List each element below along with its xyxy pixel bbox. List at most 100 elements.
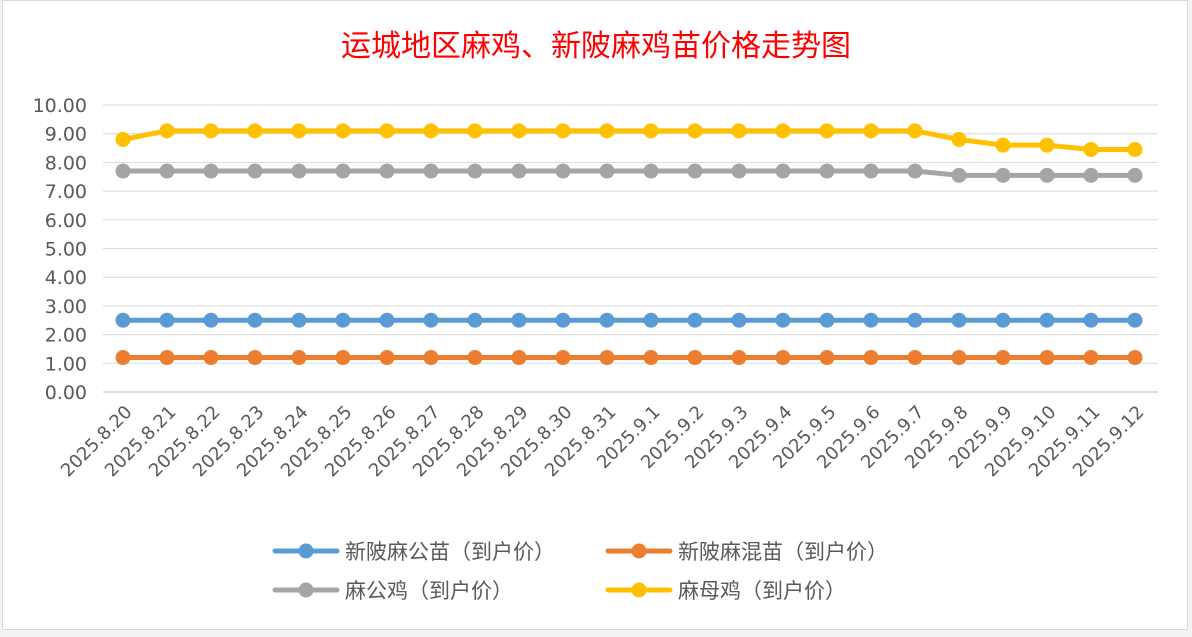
data-point[interactable] (511, 350, 527, 366)
data-point[interactable] (115, 131, 131, 147)
data-point[interactable] (731, 312, 747, 328)
data-point[interactable] (115, 163, 131, 179)
data-point[interactable] (599, 123, 615, 139)
data-point[interactable] (1039, 137, 1055, 153)
data-point[interactable] (335, 163, 351, 179)
data-point[interactable] (819, 163, 835, 179)
data-point[interactable] (775, 312, 791, 328)
data-point[interactable] (1083, 167, 1099, 183)
data-point[interactable] (159, 312, 175, 328)
data-point[interactable] (379, 312, 395, 328)
data-point[interactable] (731, 123, 747, 139)
data-point[interactable] (159, 123, 175, 139)
data-point[interactable] (951, 350, 967, 366)
data-point[interactable] (511, 123, 527, 139)
data-point[interactable] (115, 312, 131, 328)
data-point[interactable] (951, 167, 967, 183)
data-point[interactable] (203, 123, 219, 139)
data-point[interactable] (291, 350, 307, 366)
data-point[interactable] (907, 163, 923, 179)
data-point[interactable] (1127, 350, 1143, 366)
data-point[interactable] (203, 350, 219, 366)
legend-item[interactable]: 麻母鸡（到户价） (605, 579, 846, 603)
data-point[interactable] (1083, 141, 1099, 157)
data-point[interactable] (247, 123, 263, 139)
data-point[interactable] (555, 350, 571, 366)
data-point[interactable] (907, 350, 923, 366)
data-point[interactable] (863, 312, 879, 328)
data-point[interactable] (599, 163, 615, 179)
data-point[interactable] (995, 312, 1011, 328)
data-point[interactable] (731, 163, 747, 179)
data-point[interactable] (687, 350, 703, 366)
data-point[interactable] (555, 123, 571, 139)
data-point[interactable] (775, 163, 791, 179)
data-point[interactable] (643, 312, 659, 328)
data-point[interactable] (159, 350, 175, 366)
data-point[interactable] (863, 163, 879, 179)
data-point[interactable] (951, 312, 967, 328)
data-point[interactable] (379, 123, 395, 139)
data-point[interactable] (819, 350, 835, 366)
data-point[interactable] (423, 123, 439, 139)
legend-item[interactable]: 新陂麻公苗（到户价） (272, 540, 555, 564)
data-point[interactable] (819, 123, 835, 139)
data-point[interactable] (467, 123, 483, 139)
data-point[interactable] (555, 312, 571, 328)
legend-item[interactable]: 麻公鸡（到户价） (272, 579, 513, 603)
data-point[interactable] (291, 163, 307, 179)
data-point[interactable] (1083, 350, 1099, 366)
data-point[interactable] (379, 163, 395, 179)
data-point[interactable] (335, 350, 351, 366)
data-point[interactable] (1039, 312, 1055, 328)
data-point[interactable] (379, 350, 395, 366)
data-point[interactable] (423, 163, 439, 179)
data-point[interactable] (335, 123, 351, 139)
data-point[interactable] (203, 163, 219, 179)
data-point[interactable] (467, 312, 483, 328)
data-point[interactable] (1127, 312, 1143, 328)
data-point[interactable] (291, 123, 307, 139)
data-point[interactable] (511, 312, 527, 328)
data-point[interactable] (731, 350, 747, 366)
data-point[interactable] (247, 312, 263, 328)
data-point[interactable] (159, 163, 175, 179)
data-point[interactable] (775, 123, 791, 139)
data-point[interactable] (599, 350, 615, 366)
data-point[interactable] (247, 350, 263, 366)
data-point[interactable] (555, 163, 571, 179)
legend-item[interactable]: 新陂麻混苗（到户价） (605, 540, 888, 564)
data-point[interactable] (467, 163, 483, 179)
data-point[interactable] (951, 131, 967, 147)
data-point[interactable] (1083, 312, 1099, 328)
data-point[interactable] (775, 350, 791, 366)
data-point[interactable] (687, 163, 703, 179)
data-point[interactable] (115, 350, 131, 366)
data-point[interactable] (907, 123, 923, 139)
data-point[interactable] (995, 137, 1011, 153)
data-point[interactable] (643, 123, 659, 139)
data-point[interactable] (907, 312, 923, 328)
data-point[interactable] (863, 350, 879, 366)
data-point[interactable] (995, 350, 1011, 366)
data-point[interactable] (1127, 141, 1143, 157)
data-point[interactable] (1127, 167, 1143, 183)
data-point[interactable] (423, 312, 439, 328)
data-point[interactable] (203, 312, 219, 328)
data-point[interactable] (1039, 167, 1055, 183)
data-point[interactable] (1039, 350, 1055, 366)
data-point[interactable] (995, 167, 1011, 183)
data-point[interactable] (643, 163, 659, 179)
data-point[interactable] (291, 312, 307, 328)
data-point[interactable] (423, 350, 439, 366)
data-point[interactable] (819, 312, 835, 328)
data-point[interactable] (863, 123, 879, 139)
data-point[interactable] (599, 312, 615, 328)
data-point[interactable] (467, 350, 483, 366)
data-point[interactable] (247, 163, 263, 179)
data-point[interactable] (643, 350, 659, 366)
data-point[interactable] (687, 123, 703, 139)
data-point[interactable] (511, 163, 527, 179)
data-point[interactable] (335, 312, 351, 328)
